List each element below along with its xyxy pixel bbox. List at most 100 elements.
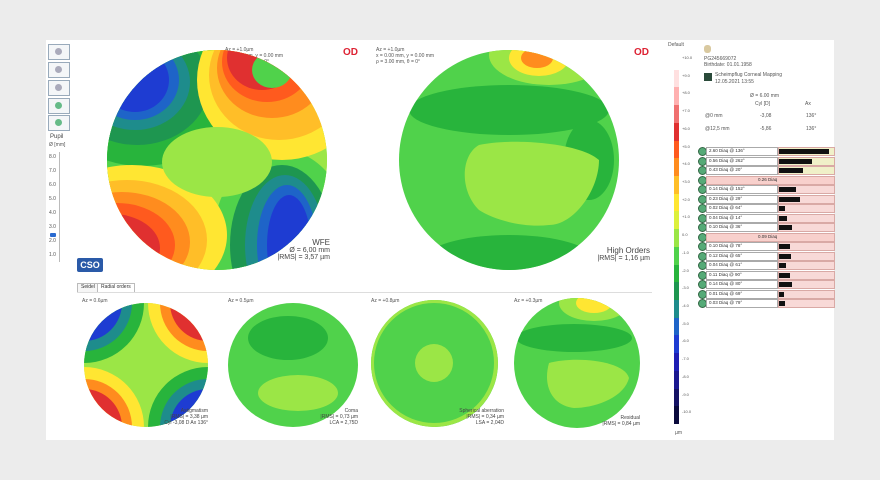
exam-name: Scheimpflug Corneal Mapping bbox=[715, 72, 782, 78]
wfe-map[interactable] bbox=[107, 50, 327, 270]
wfe-info-line: Az = +1.0µm bbox=[225, 47, 254, 53]
cso-logo: CSO bbox=[77, 258, 103, 272]
residual-graphic bbox=[514, 298, 640, 428]
zernike-magnitude-fill bbox=[779, 263, 787, 268]
pupil-slider-track[interactable] bbox=[59, 152, 60, 262]
view-mode-button-5[interactable] bbox=[48, 115, 70, 131]
pupil-unit: Ø [mm] bbox=[49, 142, 66, 148]
spherical-map[interactable] bbox=[371, 300, 498, 427]
scale-swatch bbox=[674, 300, 679, 319]
spherical-caption: Spherical aberration |RMS| = 0,34 µm LSA… bbox=[410, 408, 504, 426]
zernike-label: 0.23 Diaq @ 29° bbox=[709, 195, 743, 201]
row-cyl: -3,08 bbox=[760, 113, 772, 119]
zernike-row[interactable] bbox=[706, 213, 778, 223]
ho-info: Az = +1.0µm x = 0.00 mm, y = 0.00 mm ρ =… bbox=[376, 47, 434, 65]
zernike-row[interactable] bbox=[706, 175, 835, 185]
pupil-tick-label: 1.0 bbox=[49, 252, 56, 258]
wfe-caption: WFE Ø = 6,00 mm |RMS| = 3,57 µm bbox=[230, 238, 330, 261]
scale-tick-label: +6.0 bbox=[682, 125, 690, 131]
row-cyl: -5,86 bbox=[760, 126, 772, 132]
zernike-magnitude-track bbox=[778, 194, 835, 204]
pupil-tick-label: 2.0 bbox=[49, 238, 56, 244]
ax-col-header: Ax bbox=[805, 101, 811, 107]
zernike-label: 0.09 Diaq bbox=[758, 233, 778, 239]
zernike-row[interactable] bbox=[706, 270, 778, 280]
zernike-row[interactable] bbox=[706, 242, 778, 251]
patient-birthdate: Birthdate: 01.01.1958 bbox=[704, 62, 752, 68]
zernike-row[interactable] bbox=[706, 299, 778, 308]
scale-tick-label: +4.0 bbox=[682, 161, 690, 167]
coma-map[interactable] bbox=[228, 303, 358, 427]
scale-swatch bbox=[674, 246, 679, 266]
zernike-row[interactable] bbox=[706, 204, 778, 213]
ho-map[interactable] bbox=[399, 50, 619, 270]
row-ax: 136° bbox=[806, 126, 817, 132]
zernike-magnitude-track bbox=[778, 185, 835, 194]
scale-swatch bbox=[674, 87, 679, 106]
zernike-magnitude-fill bbox=[779, 253, 791, 259]
pupil-tick-label: 7.0 bbox=[49, 168, 56, 174]
zernike-label: 2.60 Diaq @ 136° bbox=[709, 148, 745, 153]
zernike-label: 0.04 Diaq @ 14° bbox=[709, 214, 743, 220]
view-mode-button-3[interactable] bbox=[48, 80, 70, 96]
zernike-row[interactable] bbox=[706, 166, 778, 175]
zernike-magnitude-track bbox=[778, 261, 835, 270]
coma-rms: |RMS| = 0,73 µm bbox=[320, 414, 358, 420]
residual-map[interactable] bbox=[514, 298, 640, 428]
zernike-magnitude-fill bbox=[779, 168, 803, 173]
scale-swatch bbox=[674, 317, 679, 336]
zernike-row[interactable] bbox=[706, 223, 778, 232]
eye-map-icon bbox=[55, 102, 62, 109]
map-view-icon bbox=[55, 66, 62, 73]
zernike-row[interactable] bbox=[706, 147, 778, 156]
coma-info: Az = 0.5µm bbox=[228, 298, 254, 304]
scale-swatch bbox=[674, 282, 679, 301]
zernike-label: 0.04 Diaq @ 61° bbox=[709, 262, 743, 267]
zernike-row[interactable] bbox=[706, 289, 778, 299]
astigmatism-info: Az = 0.6µm bbox=[82, 298, 108, 304]
zernike-row[interactable] bbox=[706, 194, 778, 204]
ho-info-line: x = 0.00 mm, y = 0.00 mm bbox=[376, 53, 435, 59]
wfe-eye-label: OD bbox=[343, 47, 358, 58]
scale-tick-label: -5.0 bbox=[682, 320, 689, 326]
eye-map-icon bbox=[55, 119, 62, 126]
scale-tick-label: -6.0 bbox=[682, 338, 689, 344]
zernike-row[interactable] bbox=[706, 251, 778, 261]
scale-tick-label: +8.0 bbox=[682, 90, 690, 96]
zernike-row[interactable] bbox=[706, 261, 778, 270]
scale-tick-label: +5.0 bbox=[682, 143, 690, 149]
ho-eye-label: OD bbox=[634, 47, 649, 58]
zernike-magnitude-track bbox=[778, 299, 835, 308]
pupil-slider-handle[interactable] bbox=[50, 233, 56, 237]
zernike-magnitude-track bbox=[778, 289, 835, 299]
scale-swatch bbox=[674, 264, 679, 283]
zernike-label: 0.03 Diaq @ 79° bbox=[709, 300, 743, 305]
pupil-tick-label: 5.0 bbox=[49, 196, 56, 202]
zernike-row[interactable] bbox=[706, 185, 778, 194]
cyl-diameter: Ø = 6.00 mm bbox=[750, 93, 780, 99]
cyl-col-header: Cyl [D] bbox=[755, 101, 770, 107]
scale-tick-label: -4.0 bbox=[682, 303, 689, 308]
row-ax: 136° bbox=[806, 113, 817, 119]
zernike-row[interactable] bbox=[706, 156, 778, 166]
zernike-row[interactable] bbox=[706, 280, 778, 289]
view-mode-button-2[interactable] bbox=[48, 62, 70, 78]
ho-caption: High Orders |RMS| = 1,16 µm bbox=[555, 246, 650, 262]
zernike-magnitude-track bbox=[778, 242, 835, 251]
view-mode-button-4[interactable] bbox=[48, 98, 70, 114]
scale-tick-label: -10.0 bbox=[682, 409, 692, 415]
scale-header[interactable]: Default bbox=[668, 42, 684, 48]
zernike-row[interactable] bbox=[706, 232, 835, 242]
zernike-magnitude-fill bbox=[779, 225, 793, 230]
spherical-graphic bbox=[371, 300, 498, 427]
ho-info-line: ρ = 3.00 mm, θ = 0° bbox=[376, 59, 421, 65]
zernike-magnitude-fill bbox=[779, 215, 787, 221]
scale-swatch bbox=[674, 105, 679, 124]
zernike-magnitude-track bbox=[778, 166, 835, 175]
scale-swatch bbox=[674, 176, 679, 195]
spherical-lsa: LSA = 2,04D bbox=[475, 420, 504, 426]
view-mode-button-1[interactable] bbox=[48, 44, 70, 60]
scale-swatch bbox=[674, 406, 679, 425]
scale-swatch bbox=[674, 69, 679, 88]
residual-info: Az = +0.3µm bbox=[514, 298, 543, 304]
